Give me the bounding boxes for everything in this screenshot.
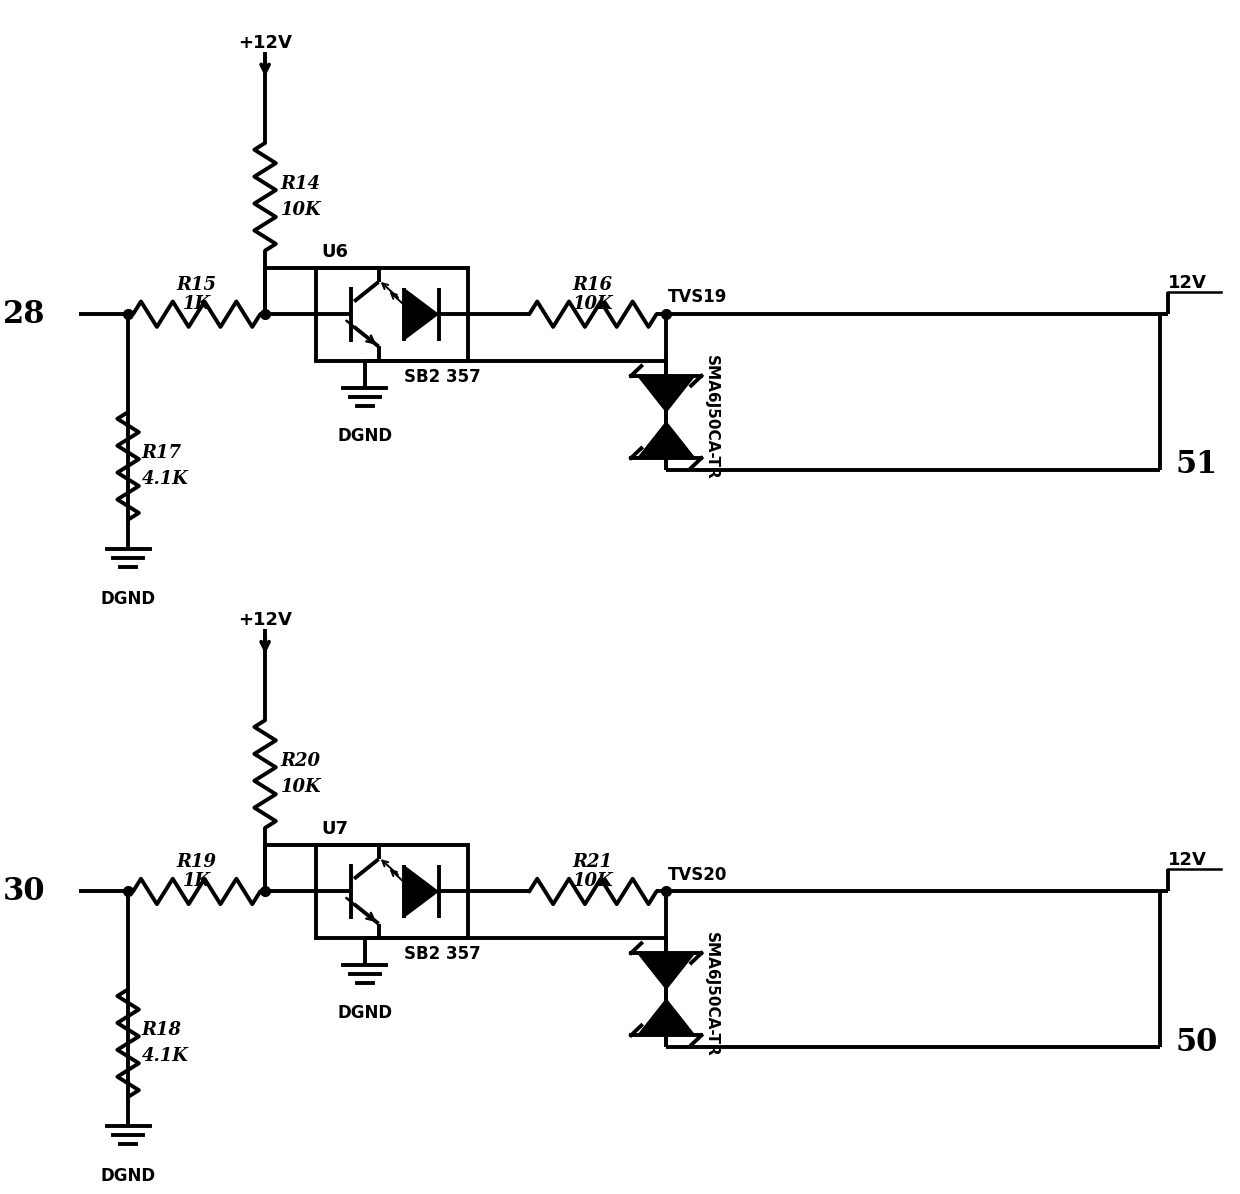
- Text: R17: R17: [141, 444, 182, 462]
- Text: +12V: +12V: [238, 611, 293, 629]
- Polygon shape: [637, 953, 696, 990]
- Text: R14: R14: [280, 176, 321, 193]
- Polygon shape: [637, 376, 696, 413]
- Bar: [316, 845, 469, 938]
- Text: R16: R16: [573, 276, 613, 294]
- Text: 10K: 10K: [280, 777, 321, 795]
- Text: 10K: 10K: [280, 201, 321, 219]
- Text: 10K: 10K: [573, 873, 613, 891]
- Bar: [316, 267, 469, 361]
- Text: 4.1K: 4.1K: [141, 1047, 188, 1065]
- Text: DGND: DGND: [100, 590, 156, 608]
- Text: U6: U6: [321, 242, 348, 260]
- Text: R19: R19: [176, 853, 217, 870]
- Polygon shape: [404, 288, 439, 340]
- Text: R20: R20: [280, 752, 321, 770]
- Polygon shape: [637, 420, 696, 458]
- Text: 51: 51: [1176, 449, 1218, 480]
- Text: R18: R18: [141, 1021, 182, 1040]
- Text: SMA6J50CA-TR: SMA6J50CA-TR: [703, 931, 718, 1057]
- Polygon shape: [637, 998, 696, 1035]
- Text: TVS19: TVS19: [668, 289, 728, 307]
- Text: 12V: 12V: [1168, 851, 1207, 869]
- Text: SB2 357: SB2 357: [404, 368, 481, 386]
- Text: DGND: DGND: [337, 1004, 392, 1022]
- Text: R15: R15: [176, 276, 217, 294]
- Text: 12V: 12V: [1168, 273, 1207, 291]
- Text: 4.1K: 4.1K: [141, 469, 188, 487]
- Text: 1K: 1K: [182, 295, 211, 313]
- Text: +12V: +12V: [238, 33, 293, 53]
- Text: 1K: 1K: [182, 873, 211, 891]
- Text: 30: 30: [2, 876, 45, 907]
- Text: DGND: DGND: [337, 427, 392, 445]
- Text: TVS20: TVS20: [668, 866, 728, 884]
- Text: U7: U7: [321, 820, 348, 838]
- Polygon shape: [404, 864, 439, 918]
- Text: SMA6J50CA-TR: SMA6J50CA-TR: [703, 355, 718, 479]
- Text: DGND: DGND: [100, 1168, 156, 1186]
- Text: 50: 50: [1176, 1027, 1218, 1058]
- Text: 10K: 10K: [573, 295, 613, 313]
- Text: 28: 28: [2, 298, 45, 330]
- Text: SB2 357: SB2 357: [404, 944, 481, 962]
- Text: R21: R21: [573, 853, 613, 870]
